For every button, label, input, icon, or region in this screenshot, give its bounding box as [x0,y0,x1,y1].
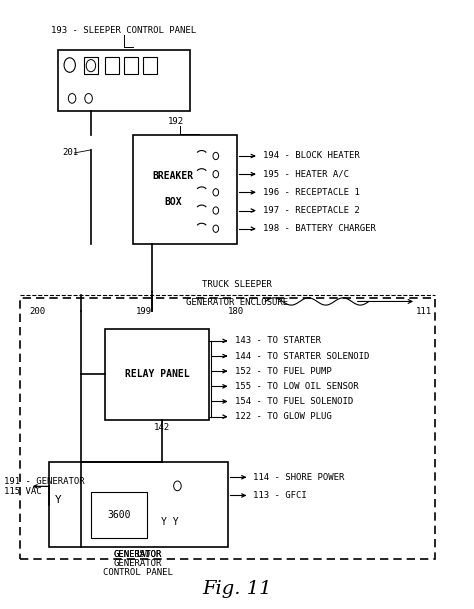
Text: CONTROL PANEL: CONTROL PANEL [103,568,173,577]
Text: BREAKER: BREAKER [152,171,193,181]
Text: 193 - SLEEPER CONTROL PANEL: 193 - SLEEPER CONTROL PANEL [51,26,196,35]
Text: BOX: BOX [164,197,182,208]
FancyBboxPatch shape [133,135,237,244]
Text: Y Y: Y Y [162,516,179,527]
Text: 194 - BLOCK HEATER: 194 - BLOCK HEATER [263,152,360,161]
Text: 198 - BATTERY CHARGER: 198 - BATTERY CHARGER [263,224,376,233]
FancyBboxPatch shape [105,329,209,420]
Text: TRUCK SLEEPER: TRUCK SLEEPER [202,280,272,289]
Text: 199: 199 [136,308,152,316]
FancyBboxPatch shape [91,493,147,538]
Text: 192: 192 [168,117,184,125]
Text: 200: 200 [30,308,46,316]
Text: RELAY PANEL: RELAY PANEL [125,369,189,379]
Text: GENERATOR ENCLOSURE: GENERATOR ENCLOSURE [186,298,288,307]
Text: 114 - SHORE POWER: 114 - SHORE POWER [254,473,345,482]
Text: 180: 180 [228,308,244,316]
FancyBboxPatch shape [105,57,119,74]
Text: 201: 201 [63,149,79,158]
Text: 144 - TO STARTER SOLENOID: 144 - TO STARTER SOLENOID [235,351,369,361]
Text: GENERATOR: GENERATOR [114,550,162,559]
FancyBboxPatch shape [58,50,190,110]
Text: 195 - HEATER A/C: 195 - HEATER A/C [263,170,349,178]
FancyBboxPatch shape [124,57,138,74]
Text: 191 - GENERATOR
115 VAC: 191 - GENERATOR 115 VAC [4,477,84,496]
Text: 197 - RECEPTACLE 2: 197 - RECEPTACLE 2 [263,206,360,215]
Text: 113 - GFCI: 113 - GFCI [254,491,307,500]
Text: 143 - TO STARTER: 143 - TO STARTER [235,336,320,345]
Text: GENERATOR: GENERATOR [114,550,162,559]
FancyBboxPatch shape [143,57,157,74]
FancyBboxPatch shape [84,57,98,74]
Text: 150: 150 [135,550,151,559]
Text: 152 - TO FUEL PUMP: 152 - TO FUEL PUMP [235,367,331,376]
Text: 142: 142 [154,423,170,432]
Text: 122 - TO GLOW PLUG: 122 - TO GLOW PLUG [235,412,331,421]
Text: 155 - TO LOW OIL SENSOR: 155 - TO LOW OIL SENSOR [235,382,358,391]
Text: Y: Y [55,495,61,505]
FancyBboxPatch shape [48,462,228,547]
Text: 196 - RECEPTACLE 1: 196 - RECEPTACLE 1 [263,188,360,197]
Text: 3600: 3600 [108,510,131,520]
Text: 111: 111 [416,308,432,316]
Text: Fig. 11: Fig. 11 [202,580,272,599]
Text: 154 - TO FUEL SOLENOID: 154 - TO FUEL SOLENOID [235,397,353,406]
FancyBboxPatch shape [20,298,435,559]
Text: GENERATOR: GENERATOR [114,559,162,568]
